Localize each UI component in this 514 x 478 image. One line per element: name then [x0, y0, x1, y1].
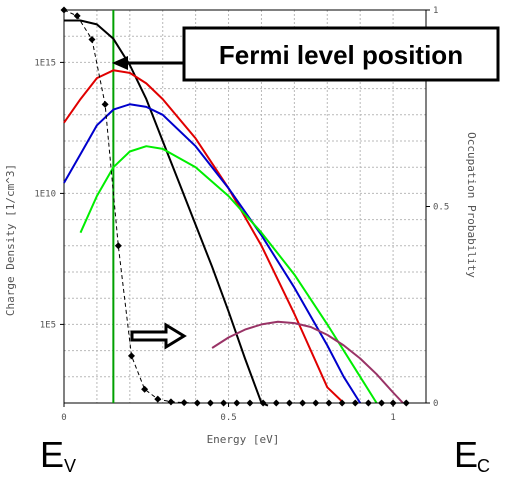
- occupation-marker: [402, 399, 410, 407]
- right-axis-arrow: [130, 322, 187, 350]
- series-line-2: [63, 103, 362, 404]
- occupation-marker: [233, 399, 241, 407]
- y-left-tick-label: 1E5: [40, 320, 56, 330]
- band-label-ec-sub: C: [477, 456, 490, 476]
- band-label-ev: E V: [40, 434, 76, 476]
- occupation-marker: [325, 399, 333, 407]
- occupation-marker: [206, 399, 214, 407]
- annotation-text: Fermi level position: [219, 40, 463, 70]
- y-right-tick-label: 1: [433, 6, 438, 16]
- x-tick-label: 1: [390, 413, 395, 423]
- occupation-marker: [351, 399, 359, 407]
- band-label-ev-main: E: [40, 434, 64, 475]
- occupation-marker: [114, 242, 122, 250]
- y-left-tick-label: 1E15: [34, 58, 56, 68]
- x-tick-label: 0.5: [220, 413, 236, 423]
- y-axis-left-label: Charge Density [1/cm^3]: [4, 164, 17, 316]
- occupation-marker: [127, 352, 135, 360]
- band-label-ec: E C: [454, 434, 490, 476]
- occupation-marker: [364, 399, 372, 407]
- series-line-1: [63, 69, 345, 404]
- x-axis-label: Energy [eV]: [207, 433, 280, 446]
- band-label-ec-main: E: [454, 434, 478, 475]
- occupation-marker: [73, 12, 81, 20]
- occupation-marker: [299, 399, 307, 407]
- ticks-layer: 0 0.5 1 1E5 1E10 1E15 0 0.5 1: [34, 6, 449, 423]
- occupation-marker: [259, 399, 267, 407]
- occupation-marker: [338, 399, 346, 407]
- annotation-box: Fermi level position: [182, 26, 500, 82]
- occupation-marker: [154, 395, 162, 403]
- y-right-tick-label: 0: [433, 399, 438, 409]
- band-label-ev-sub: V: [64, 456, 76, 476]
- series-line-4: [211, 320, 404, 404]
- occupation-marker: [101, 100, 109, 108]
- occupation-marker: [88, 35, 96, 43]
- annotation-arrow: [112, 56, 184, 70]
- occupation-marker: [285, 399, 293, 407]
- x-tick-label: 0: [61, 413, 66, 423]
- y-axis-right-label: Occupation Probability: [465, 132, 478, 278]
- y-right-tick-label: 0.5: [433, 203, 449, 213]
- series-line-3: [79, 145, 378, 404]
- occupation-marker: [193, 399, 201, 407]
- y-left-tick-label: 1E10: [34, 189, 56, 199]
- occupation-marker: [220, 399, 228, 407]
- series-line-0: [64, 19, 269, 407]
- occupation-marker: [272, 399, 280, 407]
- occupation-marker: [246, 399, 254, 407]
- occupation-marker: [180, 399, 188, 407]
- occupation-marker: [378, 399, 386, 407]
- occupation-marker: [312, 399, 320, 407]
- series-layer: [60, 6, 410, 407]
- occupation-marker: [167, 398, 175, 406]
- occupation-marker: [60, 6, 68, 14]
- occupation-marker: [141, 385, 149, 393]
